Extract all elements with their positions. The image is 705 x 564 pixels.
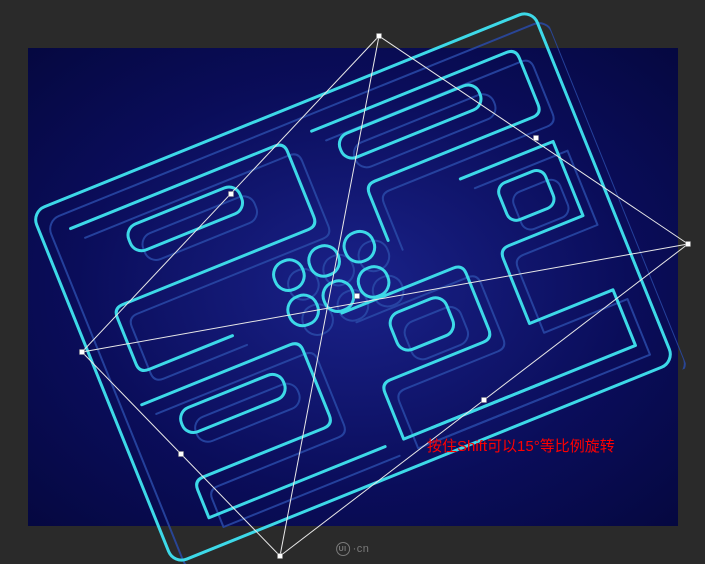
transform-handle-corner-1[interactable] xyxy=(686,242,691,247)
watermark-label: ·cn xyxy=(353,543,370,555)
watermark: UI ·cn xyxy=(336,542,370,556)
watermark-logo-icon: UI xyxy=(336,542,350,556)
transform-handle-corner-2[interactable] xyxy=(278,554,283,559)
artboard[interactable] xyxy=(28,48,678,526)
editor-stage: 按住Shift可以15°等比例旋转 UI ·cn xyxy=(0,0,705,564)
transform-handle-corner-0[interactable] xyxy=(377,34,382,39)
circuit-artwork xyxy=(18,0,687,564)
